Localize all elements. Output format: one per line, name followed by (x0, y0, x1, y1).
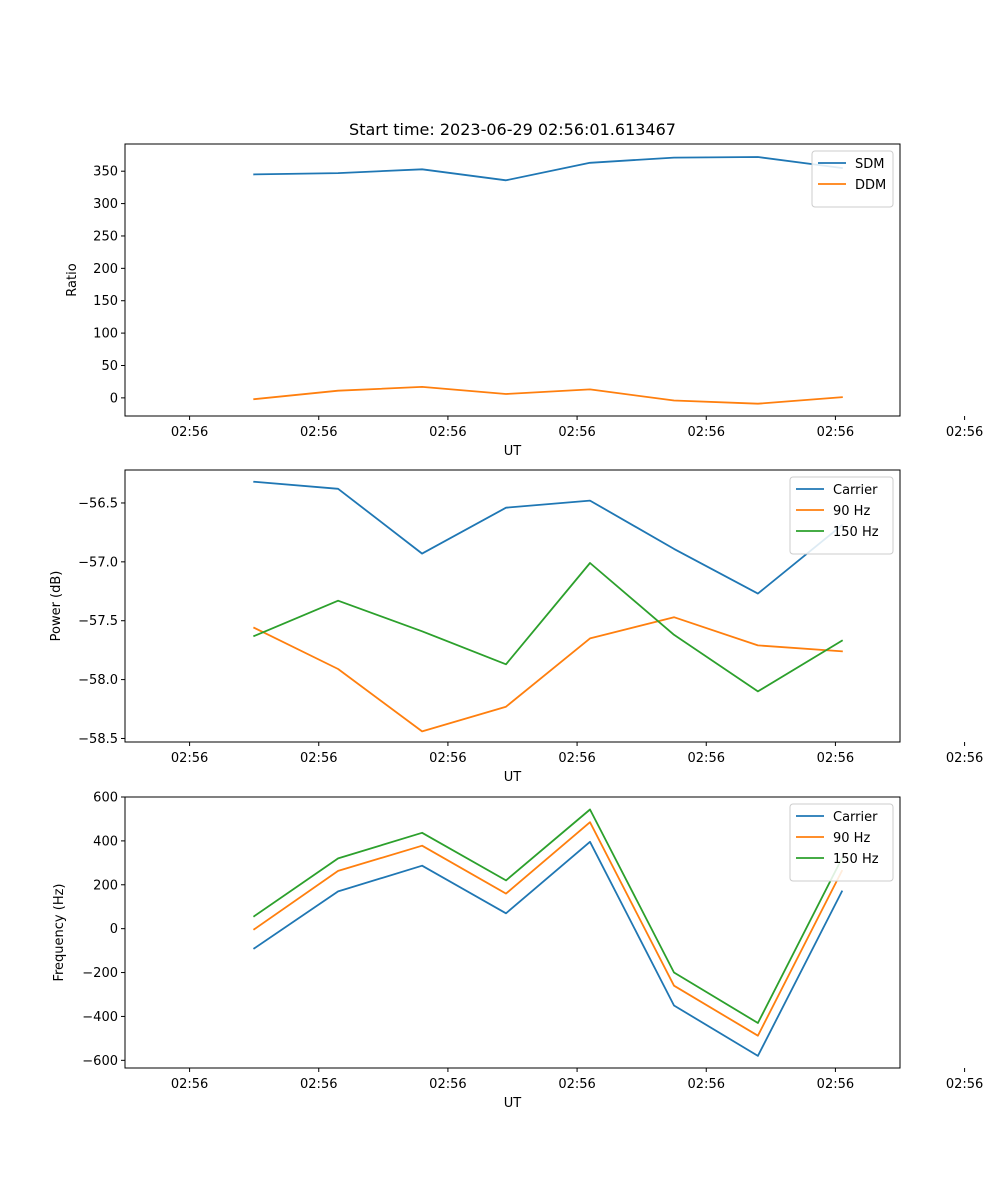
chart-panel-2: 02:5602:5602:5602:5602:5602:5602:5602:57… (49, 469, 983, 785)
legend-entry: Carrier (833, 483, 878, 498)
y-axis-label: Power (dB) (49, 571, 64, 642)
legend-entry: 150 Hz (833, 852, 879, 867)
y-tick-label: 100 (93, 327, 118, 342)
legend: Carrier 90 Hz 150 Hz (789, 803, 894, 882)
x-tick-label: 02:56 (688, 1077, 725, 1092)
y-tick-label: 200 (93, 262, 118, 277)
x-tick-label: 02:56 (171, 751, 208, 766)
series-line-90-hz (252, 616, 843, 733)
y-tick-label: 300 (93, 197, 118, 212)
legend: Carrier 90 Hz 150 Hz (789, 476, 894, 555)
x-tick-label: 02:56 (171, 425, 208, 440)
legend-entry: DDM (855, 178, 886, 193)
x-tick-label: 02:56 (946, 425, 983, 440)
legend-box (811, 150, 894, 208)
x-tick-label: 02:56 (817, 425, 854, 440)
legend-box (789, 476, 894, 555)
x-tick-label: 02:56 (558, 751, 595, 766)
x-axis-label: UT (504, 770, 522, 785)
x-tick-label: 02:56 (946, 1077, 983, 1092)
x-tick-label: 02:56 (688, 425, 725, 440)
chart-panel-1: Start time: 2023-06-29 02:56:01.61346702… (65, 120, 983, 459)
x-tick-label: 02:56 (171, 1077, 208, 1092)
y-tick-label: −57.5 (78, 614, 118, 629)
y-tick-label: −200 (82, 966, 118, 981)
legend-box (789, 803, 894, 882)
legend-entry: 90 Hz (833, 831, 870, 846)
y-tick-label: 0 (110, 391, 118, 406)
y-tick-label: −58.5 (78, 732, 118, 747)
series-line-90-hz (252, 821, 844, 1037)
y-tick-label: 0 (110, 922, 118, 937)
y-tick-label: 150 (93, 294, 118, 309)
series-line-150-hz (253, 562, 844, 693)
y-tick-label: 200 (93, 878, 118, 893)
x-tick-label: 02:56 (558, 1077, 595, 1092)
chart-title: Start time: 2023-06-29 02:56:01.613467 (349, 120, 676, 139)
x-tick-label: 02:56 (429, 751, 466, 766)
x-tick-label: 02:56 (300, 425, 337, 440)
y-tick-label: −57.0 (78, 555, 118, 570)
chart-panel-3: 02:5602:5602:5602:5602:5602:5602:5602:57… (52, 791, 983, 1112)
y-tick-label: −58.0 (78, 673, 118, 688)
plot-frame (124, 143, 901, 417)
y-tick-label: 250 (93, 229, 118, 244)
x-tick-label: 02:56 (300, 751, 337, 766)
x-tick-label: 02:56 (429, 425, 466, 440)
series-line-ddm (253, 385, 843, 405)
legend: SDM DDM (811, 150, 894, 208)
x-tick-label: 02:56 (946, 751, 983, 766)
series-line-sdm (253, 156, 843, 182)
y-tick-label: −56.5 (78, 496, 118, 511)
x-tick-label: 02:56 (558, 425, 595, 440)
y-tick-label: 50 (101, 359, 118, 374)
x-tick-label: 02:56 (817, 1077, 854, 1092)
legend-entry: SDM (855, 157, 884, 172)
series-line-150-hz (252, 808, 844, 1024)
plot-frame (124, 469, 901, 743)
y-tick-label: −400 (82, 1010, 118, 1025)
y-tick-label: 350 (93, 165, 118, 180)
x-tick-label: 02:56 (817, 751, 854, 766)
x-axis-label: UT (504, 1096, 522, 1111)
y-tick-label: 400 (93, 834, 118, 849)
plot-frame (124, 796, 901, 1069)
x-tick-label: 02:56 (300, 1077, 337, 1092)
y-tick-label: 600 (93, 791, 118, 806)
y-axis-label: Ratio (65, 263, 80, 296)
legend-entry: Carrier (833, 810, 878, 825)
series-line-carrier (253, 480, 844, 595)
legend-entry: 150 Hz (833, 525, 879, 540)
x-axis-label: UT (504, 444, 522, 459)
x-tick-label: 02:56 (688, 751, 725, 766)
series-line-carrier (252, 840, 844, 1057)
legend-entry: 90 Hz (833, 504, 870, 519)
y-tick-label: −600 (82, 1054, 118, 1069)
x-tick-label: 02:56 (429, 1077, 466, 1092)
y-axis-label: Frequency (Hz) (52, 883, 67, 981)
